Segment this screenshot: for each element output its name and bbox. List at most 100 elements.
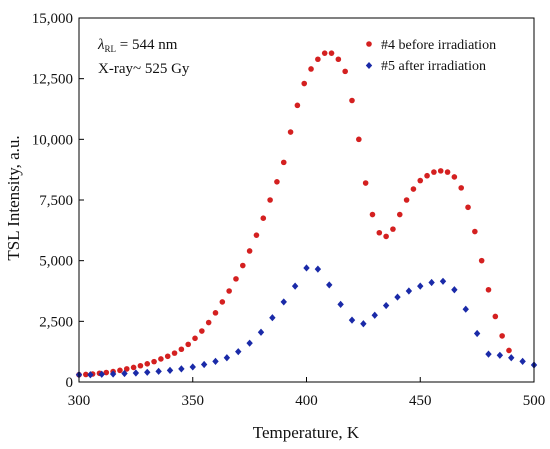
data-point-after xyxy=(303,264,310,272)
data-point-after xyxy=(337,300,344,308)
data-point-before xyxy=(226,288,232,294)
data-point-before xyxy=(321,50,328,56)
data-point-after xyxy=(212,357,219,365)
y-tick-label: 2,500 xyxy=(39,314,73,330)
data-point-before xyxy=(212,310,219,316)
data-point-before xyxy=(158,356,164,362)
lambda-value: = 544 nm xyxy=(116,37,178,53)
legend: #4 before irradiation #5 after irradiati… xyxy=(365,38,496,74)
data-point-before xyxy=(472,228,478,235)
data-point-before xyxy=(499,333,505,339)
data-point-before xyxy=(164,353,171,360)
data-point-after xyxy=(417,282,424,290)
data-point-after xyxy=(348,316,356,324)
data-point-before xyxy=(362,180,369,186)
legend-marker-before xyxy=(366,41,372,47)
data-point-before xyxy=(444,169,451,175)
data-point-after xyxy=(269,314,276,322)
data-point-before xyxy=(437,168,444,174)
data-point-after xyxy=(496,351,504,359)
data-point-before xyxy=(192,335,198,342)
data-point-before xyxy=(103,369,110,376)
data-point-before xyxy=(410,186,417,192)
data-point-before xyxy=(485,286,492,293)
data-point-before xyxy=(205,319,212,326)
y-axis-title: TSL Intensity, a.u. xyxy=(4,135,23,260)
data-point-before xyxy=(246,248,253,254)
data-point-after xyxy=(405,287,413,295)
data-point-after xyxy=(257,328,265,336)
data-point-before xyxy=(240,262,246,269)
data-point-before xyxy=(301,80,308,87)
y-tick-label: 7,500 xyxy=(39,193,73,209)
data-point-before xyxy=(123,366,130,372)
data-point-before xyxy=(478,257,485,264)
data-point-after xyxy=(473,329,481,338)
data-point-after xyxy=(371,311,378,319)
data-point-after xyxy=(132,369,140,377)
data-point-before xyxy=(492,313,499,320)
y-tick-label: 15,000 xyxy=(32,11,73,27)
data-point-after xyxy=(246,339,253,347)
axis-ticks: 300 350 400 450 500 0 2,500 5,000 7,500 10,000 12,… xyxy=(32,11,546,409)
data-point-after xyxy=(166,366,174,374)
data-point-before xyxy=(267,197,273,203)
x-axis-title: Temperature, K xyxy=(253,423,360,442)
data-point-before xyxy=(356,136,362,143)
lambda-symbol: λ xyxy=(97,37,105,53)
data-point-before xyxy=(117,367,123,374)
annotation-wavelength: λRL = 544 nm xyxy=(97,37,178,54)
data-point-before xyxy=(178,346,185,353)
y-tick-label: 5,000 xyxy=(39,254,73,270)
data-point-before xyxy=(294,102,301,109)
data-point-after xyxy=(439,277,447,285)
data-point-before xyxy=(171,350,178,356)
data-point-before xyxy=(130,364,137,371)
data-point-after xyxy=(485,350,492,358)
data-point-before xyxy=(390,226,396,232)
data-point-before xyxy=(280,159,287,166)
data-point-after xyxy=(314,265,322,273)
data-point-after xyxy=(508,354,515,362)
data-point-before xyxy=(417,177,424,184)
data-point-after xyxy=(428,278,435,287)
data-point-after xyxy=(87,371,94,379)
data-point-before xyxy=(315,56,321,63)
data-point-before xyxy=(349,97,355,104)
data-point-after xyxy=(121,369,128,378)
data-point-before xyxy=(233,276,239,282)
data-point-after xyxy=(326,281,333,289)
data-point-after xyxy=(178,365,185,373)
data-point-before xyxy=(396,211,403,218)
data-point-after xyxy=(360,320,367,328)
data-point-before xyxy=(335,56,342,63)
data-point-before xyxy=(287,129,294,135)
y-tick-label: 0 xyxy=(66,375,74,391)
data-point-before xyxy=(403,197,410,203)
data-point-before xyxy=(308,66,314,72)
data-point-before xyxy=(137,362,144,369)
data-point-before xyxy=(199,328,205,334)
x-tick-label: 500 xyxy=(523,393,546,409)
data-point-before xyxy=(83,371,89,378)
data-point-after xyxy=(462,305,469,313)
data-point-after xyxy=(98,370,105,378)
y-tick-label: 12,500 xyxy=(32,72,73,88)
data-point-before xyxy=(424,172,430,179)
legend-label-before: #4 before irradiation xyxy=(381,38,496,53)
data-point-before xyxy=(376,229,383,236)
data-point-before xyxy=(253,232,260,238)
x-tick-label: 400 xyxy=(295,393,318,409)
data-point-after xyxy=(291,282,299,290)
data-point-before xyxy=(451,174,458,180)
data-point-after xyxy=(144,368,151,376)
data-point-before xyxy=(328,50,335,56)
data-point-after xyxy=(223,354,231,362)
data-point-after xyxy=(200,360,208,369)
legend-label-after: #5 after irradiation xyxy=(381,59,486,74)
data-point-after xyxy=(451,286,458,294)
data-point-before xyxy=(185,341,191,348)
data-point-after xyxy=(519,357,526,365)
x-tick-label: 350 xyxy=(182,393,205,409)
